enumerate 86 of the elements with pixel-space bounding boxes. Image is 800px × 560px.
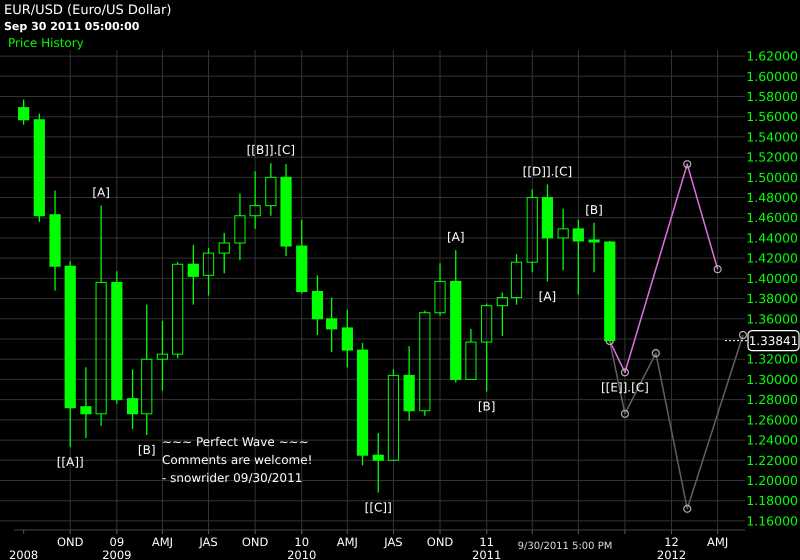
y-tick-label: 1.52000	[746, 150, 798, 165]
candlestick	[572, 219, 584, 296]
y-tick-label: 1.22000	[746, 452, 798, 468]
candlestick	[34, 113, 45, 222]
candlestick	[404, 345, 415, 422]
candlestick	[218, 232, 230, 274]
y-tick-label: 1.24000	[746, 432, 798, 448]
text: Price History	[8, 36, 84, 50]
candlestick	[96, 204, 107, 427]
candlestick	[372, 432, 384, 494]
candlestick	[312, 274, 324, 336]
x-tick-label: 2011	[472, 548, 502, 560]
y-tick-label: 1.62000	[746, 48, 798, 64]
candlestick	[496, 292, 508, 337]
annotation: [[E]].[C]	[601, 380, 649, 394]
x-tick-label: 2008	[8, 548, 38, 560]
y-tick-label: 1.38000	[746, 291, 798, 306]
x2-tick-label: JAS	[198, 535, 218, 549]
x2-tick-label: OND	[426, 535, 454, 549]
y-tick-label: 1.28000	[746, 392, 798, 408]
y-tick-label: 1.48000	[746, 190, 798, 206]
annotation: [[D]].[C]	[522, 164, 572, 178]
annotation: [A]	[446, 230, 465, 244]
candlestick	[111, 270, 122, 404]
candlestick	[80, 366, 92, 439]
annotation: [B]	[138, 443, 156, 458]
x2-tick-label: OND	[242, 535, 269, 549]
chart-title: EUR/USD (Euro/US Dollar)	[4, 3, 172, 18]
candlestick	[126, 368, 138, 430]
x2-tick-label: 12	[664, 535, 679, 549]
candlestick	[156, 320, 168, 392]
y-tick-label: 1.36000	[746, 311, 798, 326]
candlestick	[188, 244, 199, 306]
y-tick-label: 1.56000	[746, 109, 798, 124]
x-tick-label: 2012	[656, 548, 686, 560]
candlestick	[141, 304, 152, 436]
annotation: Comments are welcome!	[162, 453, 312, 467]
y-tick-label: 1.42000	[746, 250, 798, 266]
candlestick	[265, 162, 276, 216]
x2-tick-label: AMJ	[336, 535, 358, 549]
annotation: [B]	[585, 202, 603, 217]
ref-line-label: 1.33841	[748, 334, 798, 348]
candlestick	[588, 222, 600, 273]
y-tick-label: 1.60000	[746, 68, 798, 84]
annotation: [A]	[92, 186, 110, 200]
annotation: - snowrider 09/30/2011	[162, 471, 302, 485]
y-tick-label: 1.46000	[746, 210, 798, 226]
x2-tick-label: 11	[479, 535, 494, 549]
y-tick-label: 1.20000	[746, 472, 798, 488]
candlestick	[326, 296, 338, 353]
y-tick-label: 1.16000	[746, 513, 798, 528]
x2-tick-label: 09	[110, 535, 124, 549]
y-tick-label: 1.30000	[746, 372, 798, 387]
annotation: ~~~ Perfect Wave ~~~	[162, 435, 309, 449]
y-tick-label: 1.54000	[746, 129, 798, 144]
candlestick	[558, 208, 569, 271]
y-tick-label: 1.50000	[746, 170, 798, 185]
y-tick-label: 1.26000	[746, 412, 798, 428]
annotation: [A]	[538, 289, 556, 304]
y-tick-label: 1.44000	[746, 230, 798, 246]
annotation: [[A]]	[56, 455, 84, 470]
annotation: [[B]].[C]	[246, 143, 296, 158]
candlestick	[450, 249, 462, 384]
x2-tick-label: JAS	[383, 535, 403, 549]
candlestick	[18, 98, 30, 126]
x2-tick-label: AMJ	[707, 535, 728, 549]
x2-tick-label: AMJ	[152, 535, 174, 549]
y-tick-label: 1.32000	[746, 352, 798, 367]
x2-tick-label: OND	[56, 535, 84, 549]
candlestick	[250, 170, 261, 230]
candlestick	[342, 309, 353, 368]
y-tick-label: 1.18000	[746, 493, 798, 508]
text: 9/30/2011 5:00 PM	[518, 541, 612, 552]
annotation: [B]	[478, 400, 496, 414]
candlestick	[526, 188, 538, 273]
y-tick-label: 1.40000	[746, 270, 798, 286]
x-tick-label: 2010	[287, 548, 316, 560]
candlestick	[280, 164, 292, 257]
chart-subtitle: Sep 30 2011 05:00:00	[4, 20, 140, 33]
x2-tick-label: 10	[294, 535, 310, 549]
candlestick	[234, 192, 246, 261]
x-tick-label: 2009	[102, 548, 132, 560]
candlestick	[49, 190, 61, 292]
candlestick	[542, 184, 554, 282]
annotation: [[C]]	[364, 500, 392, 515]
y-tick-label: 1.58000	[746, 88, 798, 104]
